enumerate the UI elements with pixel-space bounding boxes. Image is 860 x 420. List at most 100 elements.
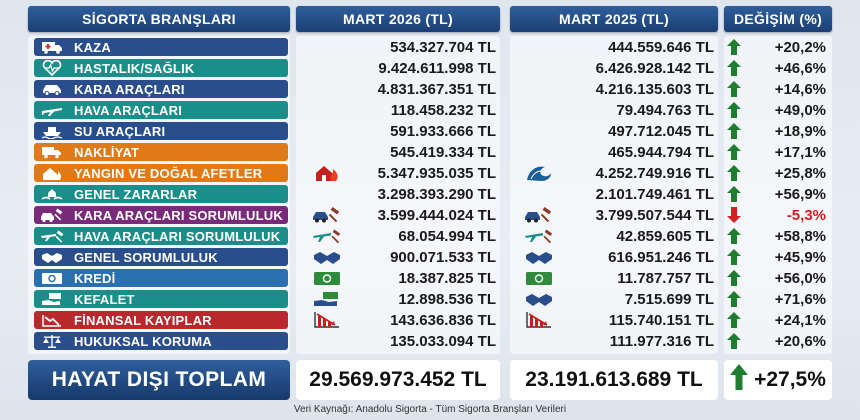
change-cell: +18,9% xyxy=(724,122,828,140)
table-row: GENEL SORUMLULUK 900.071.533 TL 616.951.24… xyxy=(0,248,860,267)
value-2025: 465.944.794 TL xyxy=(608,143,714,161)
up-arrow-icon xyxy=(724,311,744,329)
truck-icon xyxy=(40,144,64,160)
value-2025: 2.101.749.461 TL xyxy=(595,185,714,203)
ambulance-icon xyxy=(40,39,64,55)
branch-label: KEFALET xyxy=(34,290,288,308)
down-arrow-icon xyxy=(724,206,744,224)
change-value: +20,2% xyxy=(774,38,826,56)
up-arrow-icon xyxy=(724,59,744,77)
table-row: KARA ARAÇLARI SORUMLULUK 3.599.444.024 TL… xyxy=(0,206,860,225)
branch-label-text: HUKUKSAL KORUMA xyxy=(74,333,212,349)
change-value: +25,8% xyxy=(774,164,826,182)
change-value: +71,6% xyxy=(774,290,826,308)
value-2026: 4.831.367.351 TL xyxy=(377,80,496,98)
chart-down-icon xyxy=(40,312,64,328)
value-2025: 3.799.507.544 TL xyxy=(595,206,714,224)
hands-house-icon xyxy=(40,186,64,202)
scales-icon xyxy=(40,333,64,349)
tsunami-icon xyxy=(522,164,556,182)
branch-label: GENEL SORUMLULUK xyxy=(34,248,288,266)
branch-label: HASTALIK/SAĞLIK xyxy=(34,59,288,77)
chart-down-icon xyxy=(310,311,344,329)
branch-label-text: HAVA ARAÇLARI xyxy=(74,102,183,118)
value-2026: 900.071.533 TL xyxy=(390,248,496,266)
branch-label-text: KEFALET xyxy=(74,291,135,307)
table-row: KAZA 534.327.704 TL 444.559.646 TL +20,2% xyxy=(0,38,860,57)
up-arrow-icon xyxy=(724,227,744,245)
money-icon xyxy=(522,269,556,287)
change-cell: -5,3% xyxy=(724,206,828,224)
up-arrow-icon xyxy=(724,164,744,182)
branch-label: YANGIN VE DOĞAL AFETLER xyxy=(34,164,288,182)
total-label: HAYAT DIŞI TOPLAM xyxy=(28,360,290,400)
ship-icon xyxy=(40,123,64,139)
change-value: +49,0% xyxy=(774,101,826,119)
table-row: FİNANSAL KAYIPLAR 143.636.836 TL 115.740.1… xyxy=(0,311,860,330)
table-row: HASTALIK/SAĞLIK 9.424.611.998 TL 6.426.928… xyxy=(0,59,860,78)
handshake-icon xyxy=(522,290,556,308)
car-gavel-icon xyxy=(310,206,344,224)
car-gavel-icon xyxy=(40,207,64,223)
table-row: GENEL ZARARLAR 3.298.393.290 TL 2.101.749.… xyxy=(0,185,860,204)
branch-label-text: SU ARAÇLARI xyxy=(74,123,166,139)
value-2026: 3.599.444.024 TL xyxy=(377,206,496,224)
up-arrow-icon xyxy=(724,332,744,350)
value-2025: 444.559.646 TL xyxy=(608,38,714,56)
total-2026: 29.569.973.452 TL xyxy=(296,360,500,400)
branch-label: KAZA xyxy=(34,38,288,56)
branch-label-text: HAVA ARAÇLARI SORUMLULUK xyxy=(74,228,281,244)
panel-change xyxy=(724,36,832,354)
value-2025: 4.216.135.603 TL xyxy=(595,80,714,98)
value-2026: 3.298.393.290 TL xyxy=(377,185,496,203)
branch-label: HAVA ARAÇLARI SORUMLULUK xyxy=(34,227,288,245)
value-2025: 115.740.151 TL xyxy=(608,311,714,329)
up-arrow-icon xyxy=(724,101,744,119)
change-value: +24,1% xyxy=(774,311,826,329)
branch-label: SU ARAÇLARI xyxy=(34,122,288,140)
up-arrow-icon xyxy=(724,122,744,140)
change-cell: +58,8% xyxy=(724,227,828,245)
up-arrow-icon xyxy=(724,80,744,98)
change-cell: +71,6% xyxy=(724,290,828,308)
change-cell: +46,6% xyxy=(724,59,828,77)
table-row: HAVA ARAÇLARI 118.458.232 TL 79.494.763 TL… xyxy=(0,101,860,120)
value-2025: 79.494.763 TL xyxy=(616,101,714,119)
change-value: +14,6% xyxy=(774,80,826,98)
value-2026: 534.327.704 TL xyxy=(390,38,496,56)
value-2026: 135.033.094 TL xyxy=(390,332,496,350)
table-row: NAKLİYAT 545.419.334 TL 465.944.794 TL +17,… xyxy=(0,143,860,162)
header-branches: SİGORTA BRANŞLARI xyxy=(28,6,290,32)
value-2025: 42.859.605 TL xyxy=(616,227,714,245)
chart-down-icon xyxy=(522,311,556,329)
branch-label-text: KARA ARAÇLARI xyxy=(74,81,185,97)
change-cell: +56,9% xyxy=(724,185,828,203)
change-cell: +45,9% xyxy=(724,248,828,266)
branch-label-text: FİNANSAL KAYIPLAR xyxy=(74,312,212,328)
table-row: KEFALET 12.898.536 TL 7.515.699 TL +71,6% xyxy=(0,290,860,309)
branch-label-text: GENEL ZARARLAR xyxy=(74,186,198,202)
change-value: +56,0% xyxy=(774,269,826,287)
total-change-value: +27,5% xyxy=(754,368,826,391)
up-arrow-icon xyxy=(724,143,744,161)
value-2026: 118.458.232 TL xyxy=(390,101,496,119)
total-up-arrow-icon xyxy=(730,364,749,396)
hand-money-icon xyxy=(310,290,344,308)
change-cell: +20,2% xyxy=(724,38,828,56)
handshake-icon xyxy=(522,248,556,266)
change-value: +45,9% xyxy=(774,248,826,266)
plane-gavel-icon xyxy=(310,227,344,245)
branch-label: HAVA ARAÇLARI xyxy=(34,101,288,119)
table-row: HAVA ARAÇLARI SORUMLULUK 68.054.994 TL 42.… xyxy=(0,227,860,246)
total-2025: 23.191.613.689 TL xyxy=(510,360,718,400)
change-cell: +49,0% xyxy=(724,101,828,119)
branch-label: GENEL ZARARLAR xyxy=(34,185,288,203)
plane-gavel-icon xyxy=(522,227,556,245)
change-value: +46,6% xyxy=(774,59,826,77)
table-row: HUKUKSAL KORUMA 135.033.094 TL 111.977.316… xyxy=(0,332,860,351)
change-cell: +20,6% xyxy=(724,332,828,350)
plane-gavel-icon xyxy=(40,228,64,244)
value-2025: 6.426.928.142 TL xyxy=(595,59,714,77)
branch-label: KARA ARAÇLARI xyxy=(34,80,288,98)
value-2026: 12.898.536 TL xyxy=(398,290,496,308)
